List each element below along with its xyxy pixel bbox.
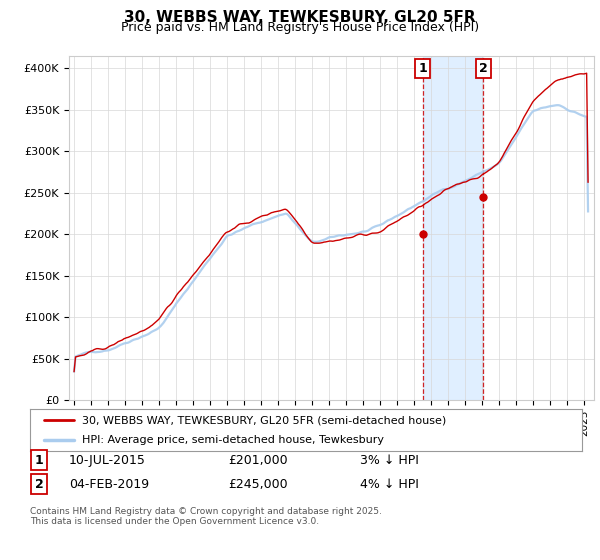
Text: £245,000: £245,000 (228, 478, 287, 491)
Text: 04-FEB-2019: 04-FEB-2019 (69, 478, 149, 491)
Text: Price paid vs. HM Land Registry's House Price Index (HPI): Price paid vs. HM Land Registry's House … (121, 21, 479, 34)
Bar (423, 56, 484, 400)
Text: Contains HM Land Registry data © Crown copyright and database right 2025.
This d: Contains HM Land Registry data © Crown c… (30, 507, 382, 526)
Text: £201,000: £201,000 (228, 454, 287, 467)
Text: 1: 1 (419, 62, 427, 75)
Text: 2: 2 (479, 62, 488, 75)
Text: 10-JUL-2015: 10-JUL-2015 (69, 454, 146, 467)
Text: 1: 1 (35, 454, 43, 467)
Text: 30, WEBBS WAY, TEWKESBURY, GL20 5FR (semi-detached house): 30, WEBBS WAY, TEWKESBURY, GL20 5FR (sem… (82, 415, 446, 425)
Text: 4% ↓ HPI: 4% ↓ HPI (360, 478, 419, 491)
Text: HPI: Average price, semi-detached house, Tewkesbury: HPI: Average price, semi-detached house,… (82, 435, 385, 445)
Text: 2: 2 (35, 478, 43, 491)
Text: 30, WEBBS WAY, TEWKESBURY, GL20 5FR: 30, WEBBS WAY, TEWKESBURY, GL20 5FR (124, 10, 476, 25)
Text: 3% ↓ HPI: 3% ↓ HPI (360, 454, 419, 467)
